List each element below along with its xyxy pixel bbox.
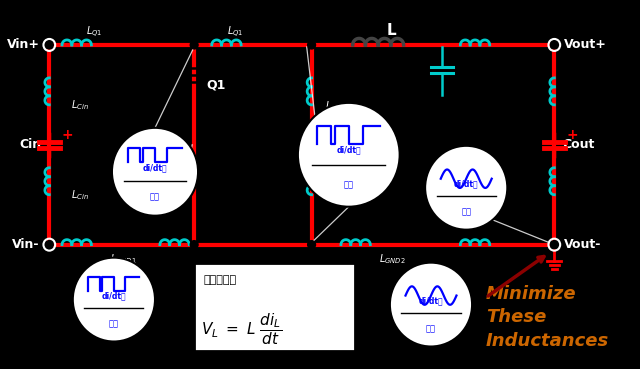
Circle shape [308, 41, 316, 49]
Text: Q2: Q2 [323, 148, 342, 161]
Circle shape [390, 263, 472, 346]
Text: +: + [61, 128, 73, 142]
Text: 主要公式：: 主要公式： [204, 275, 237, 284]
Text: $L_{Q2}$: $L_{Q2}$ [325, 190, 342, 205]
Circle shape [298, 103, 399, 207]
Circle shape [73, 258, 155, 342]
Text: $L_{GND2}$: $L_{GND2}$ [378, 252, 405, 266]
Circle shape [45, 241, 53, 249]
Text: di/dt小: di/dt小 [419, 296, 444, 305]
Text: 电流: 电流 [426, 324, 436, 334]
Circle shape [308, 241, 316, 249]
Text: 电流: 电流 [461, 207, 471, 217]
Text: L: L [387, 24, 397, 38]
Text: di/dt大: di/dt大 [143, 163, 167, 172]
Text: $L_{Cin}$: $L_{Cin}$ [71, 98, 89, 112]
Text: $L_{Q1}$: $L_{Q1}$ [227, 24, 243, 39]
Text: Cin: Cin [19, 138, 42, 151]
Text: $V_L\ =\ L\ \dfrac{di_L}{dt}$: $V_L\ =\ L\ \dfrac{di_L}{dt}$ [201, 312, 282, 347]
Text: di/dt大: di/dt大 [337, 145, 361, 154]
Text: $L_{Q2}$: $L_{Q2}$ [325, 100, 342, 115]
Circle shape [425, 146, 508, 230]
Text: Minimize
These
Inductances: Minimize These Inductances [486, 284, 609, 350]
Circle shape [550, 41, 558, 49]
Text: di/dt大: di/dt大 [102, 291, 126, 300]
Circle shape [112, 128, 198, 216]
Text: 电流: 电流 [344, 180, 354, 189]
Text: di/dt小: di/dt小 [454, 179, 479, 188]
Text: Cout: Cout [562, 138, 595, 151]
Text: $L_{Cin}$: $L_{Cin}$ [71, 188, 89, 201]
Text: Vin-: Vin- [12, 238, 40, 251]
Text: Vout+: Vout+ [564, 38, 607, 51]
Text: Vin+: Vin+ [6, 38, 40, 51]
Text: $L_{Q1}$: $L_{Q1}$ [86, 24, 102, 39]
Circle shape [190, 241, 198, 249]
Text: Q1: Q1 [206, 78, 225, 92]
Text: 电流: 电流 [150, 193, 160, 202]
Circle shape [190, 41, 198, 49]
Circle shape [45, 41, 53, 49]
Circle shape [550, 241, 558, 249]
Text: Vout-: Vout- [564, 238, 602, 251]
Text: 电流: 电流 [109, 320, 119, 328]
Text: $L_{GND1}$: $L_{GND1}$ [110, 252, 137, 266]
FancyBboxPatch shape [194, 263, 355, 351]
Text: +: + [566, 128, 578, 142]
